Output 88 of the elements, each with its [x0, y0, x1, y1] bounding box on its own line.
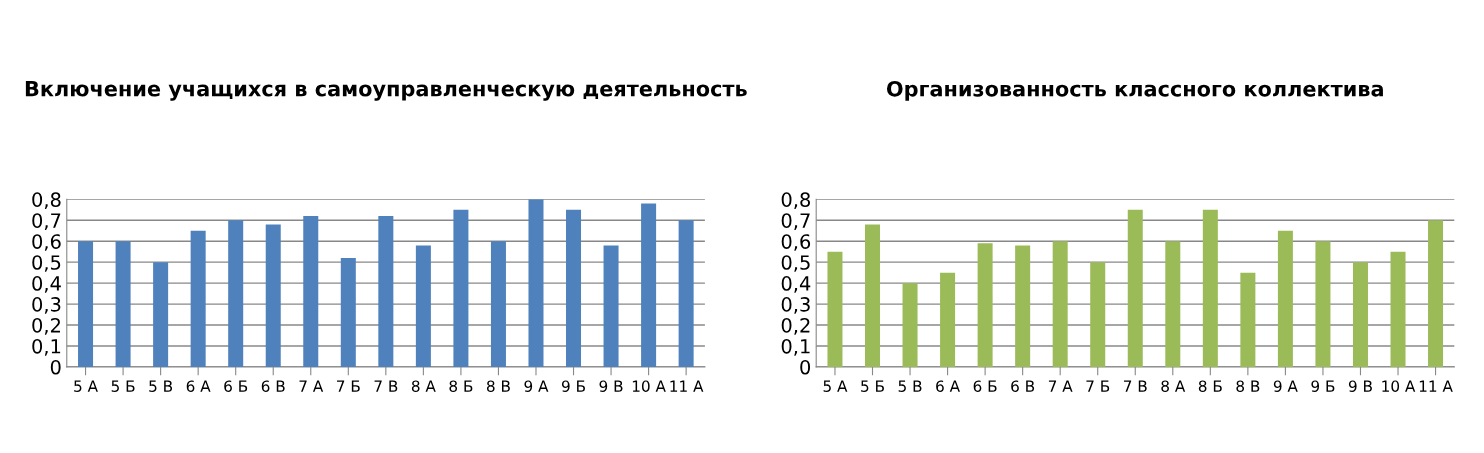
- bar: [1015, 245, 1031, 367]
- bar: [115, 241, 131, 367]
- bar: [566, 209, 582, 367]
- x-tick-label: 6 А: [186, 380, 211, 392]
- y-tick-label: 0,3: [781, 297, 810, 314]
- y-tick-label: 0,3: [32, 297, 61, 314]
- y-tick-label: 0,2: [781, 317, 810, 335]
- bar: [415, 245, 431, 367]
- y-tick-label: 0,5: [32, 255, 61, 272]
- y-tick-label: 0,2: [32, 317, 60, 335]
- x-tick-label: 5 В: [898, 380, 922, 392]
- bar: [303, 216, 319, 367]
- x-tick-label: 9 Б: [561, 380, 585, 392]
- x-tick-label: 8 В: [1236, 380, 1260, 392]
- bar: [153, 262, 169, 367]
- bar: [1052, 241, 1068, 367]
- y-tick-label: 0: [50, 359, 61, 375]
- bar: [1352, 262, 1368, 367]
- x-tick-label: 7 А: [299, 380, 324, 392]
- x-tick-label: 8 А: [1161, 380, 1186, 392]
- bar: [1315, 241, 1331, 367]
- bar: [827, 251, 843, 367]
- x-tick-label: 6 В: [261, 380, 285, 392]
- y-tick-label: 0: [800, 359, 811, 375]
- x-tick-label: 6 Б: [973, 380, 997, 392]
- x-tick-label: 5 Б: [861, 380, 884, 392]
- y-tick-label: 0,6: [781, 234, 811, 251]
- x-tick-label: 7 А: [1048, 380, 1073, 392]
- x-tick-label: 9 А: [524, 380, 549, 392]
- x-tick-label: 11 А: [1419, 380, 1453, 392]
- bar: [490, 241, 506, 367]
- x-tick-label: 10 А: [632, 380, 666, 392]
- y-tick-label: 0,4: [32, 276, 61, 293]
- y-tick-label: 0,7: [32, 213, 61, 230]
- bar: [190, 230, 206, 367]
- bar: [1202, 209, 1218, 367]
- x-tick-label: 7 Б: [337, 380, 360, 392]
- bar: [228, 220, 244, 367]
- x-tick-label: 8 А: [411, 380, 436, 392]
- chart-title: Организованность классного коллектива: [886, 80, 1383, 101]
- y-tick-label: 0,8: [32, 192, 61, 209]
- x-tick-label: 5 А: [823, 380, 848, 392]
- x-tick-label: 6 Б: [224, 380, 248, 392]
- x-tick-label: 5 В: [149, 380, 173, 392]
- bar: [1390, 251, 1406, 367]
- x-tick-label: 8 Б: [449, 380, 473, 392]
- x-tick-label: 9 В: [599, 380, 623, 392]
- y-tick-label: 0,7: [781, 213, 810, 230]
- x-tick-label: 5 А: [74, 380, 98, 392]
- bar: [378, 216, 394, 367]
- x-tick-label: 7 В: [1123, 380, 1147, 392]
- x-tick-label: 6 А: [936, 380, 960, 392]
- x-tick-label: 9 В: [1348, 380, 1372, 392]
- bar: [678, 220, 694, 367]
- bar: [1127, 209, 1143, 367]
- bar: [603, 245, 619, 367]
- bar: [528, 199, 544, 367]
- bar: [78, 241, 94, 367]
- y-tick-label: 0,6: [32, 234, 61, 251]
- x-tick-label: 8 Б: [1198, 380, 1222, 392]
- y-tick-label: 0,8: [781, 192, 811, 209]
- bar: [1090, 262, 1106, 367]
- x-tick-label: 6 В: [1011, 380, 1035, 392]
- bar: [1428, 220, 1444, 367]
- y-tick-label: 0,1: [781, 338, 810, 356]
- y-tick-label: 0,4: [781, 276, 811, 293]
- x-tick-label: 8 В: [486, 380, 510, 392]
- bar: [940, 272, 956, 367]
- y-tick-label: 0,5: [781, 255, 810, 272]
- x-tick-label: 7 Б: [1086, 380, 1110, 392]
- bar: [1240, 272, 1256, 367]
- x-tick-label: 7 В: [374, 380, 398, 392]
- bar: [1165, 241, 1181, 367]
- x-tick-label: 10 А: [1382, 380, 1416, 392]
- chart-title: Включение учащихся в самоуправленческую деятельность: [25, 81, 747, 101]
- bar: [902, 283, 918, 367]
- bar: [1277, 230, 1293, 367]
- bar: [865, 224, 881, 367]
- bar: [977, 243, 993, 367]
- x-tick-label: 5 Б: [111, 380, 135, 392]
- x-tick-label: 9 А: [1273, 380, 1298, 392]
- bar: [265, 224, 281, 367]
- bar: [453, 209, 469, 367]
- bar: [641, 203, 657, 367]
- y-tick-label: 0,1: [32, 338, 61, 356]
- x-tick-label: 11 А: [670, 380, 704, 392]
- bar: [340, 257, 356, 367]
- x-tick-label: 9 Б: [1311, 380, 1335, 392]
